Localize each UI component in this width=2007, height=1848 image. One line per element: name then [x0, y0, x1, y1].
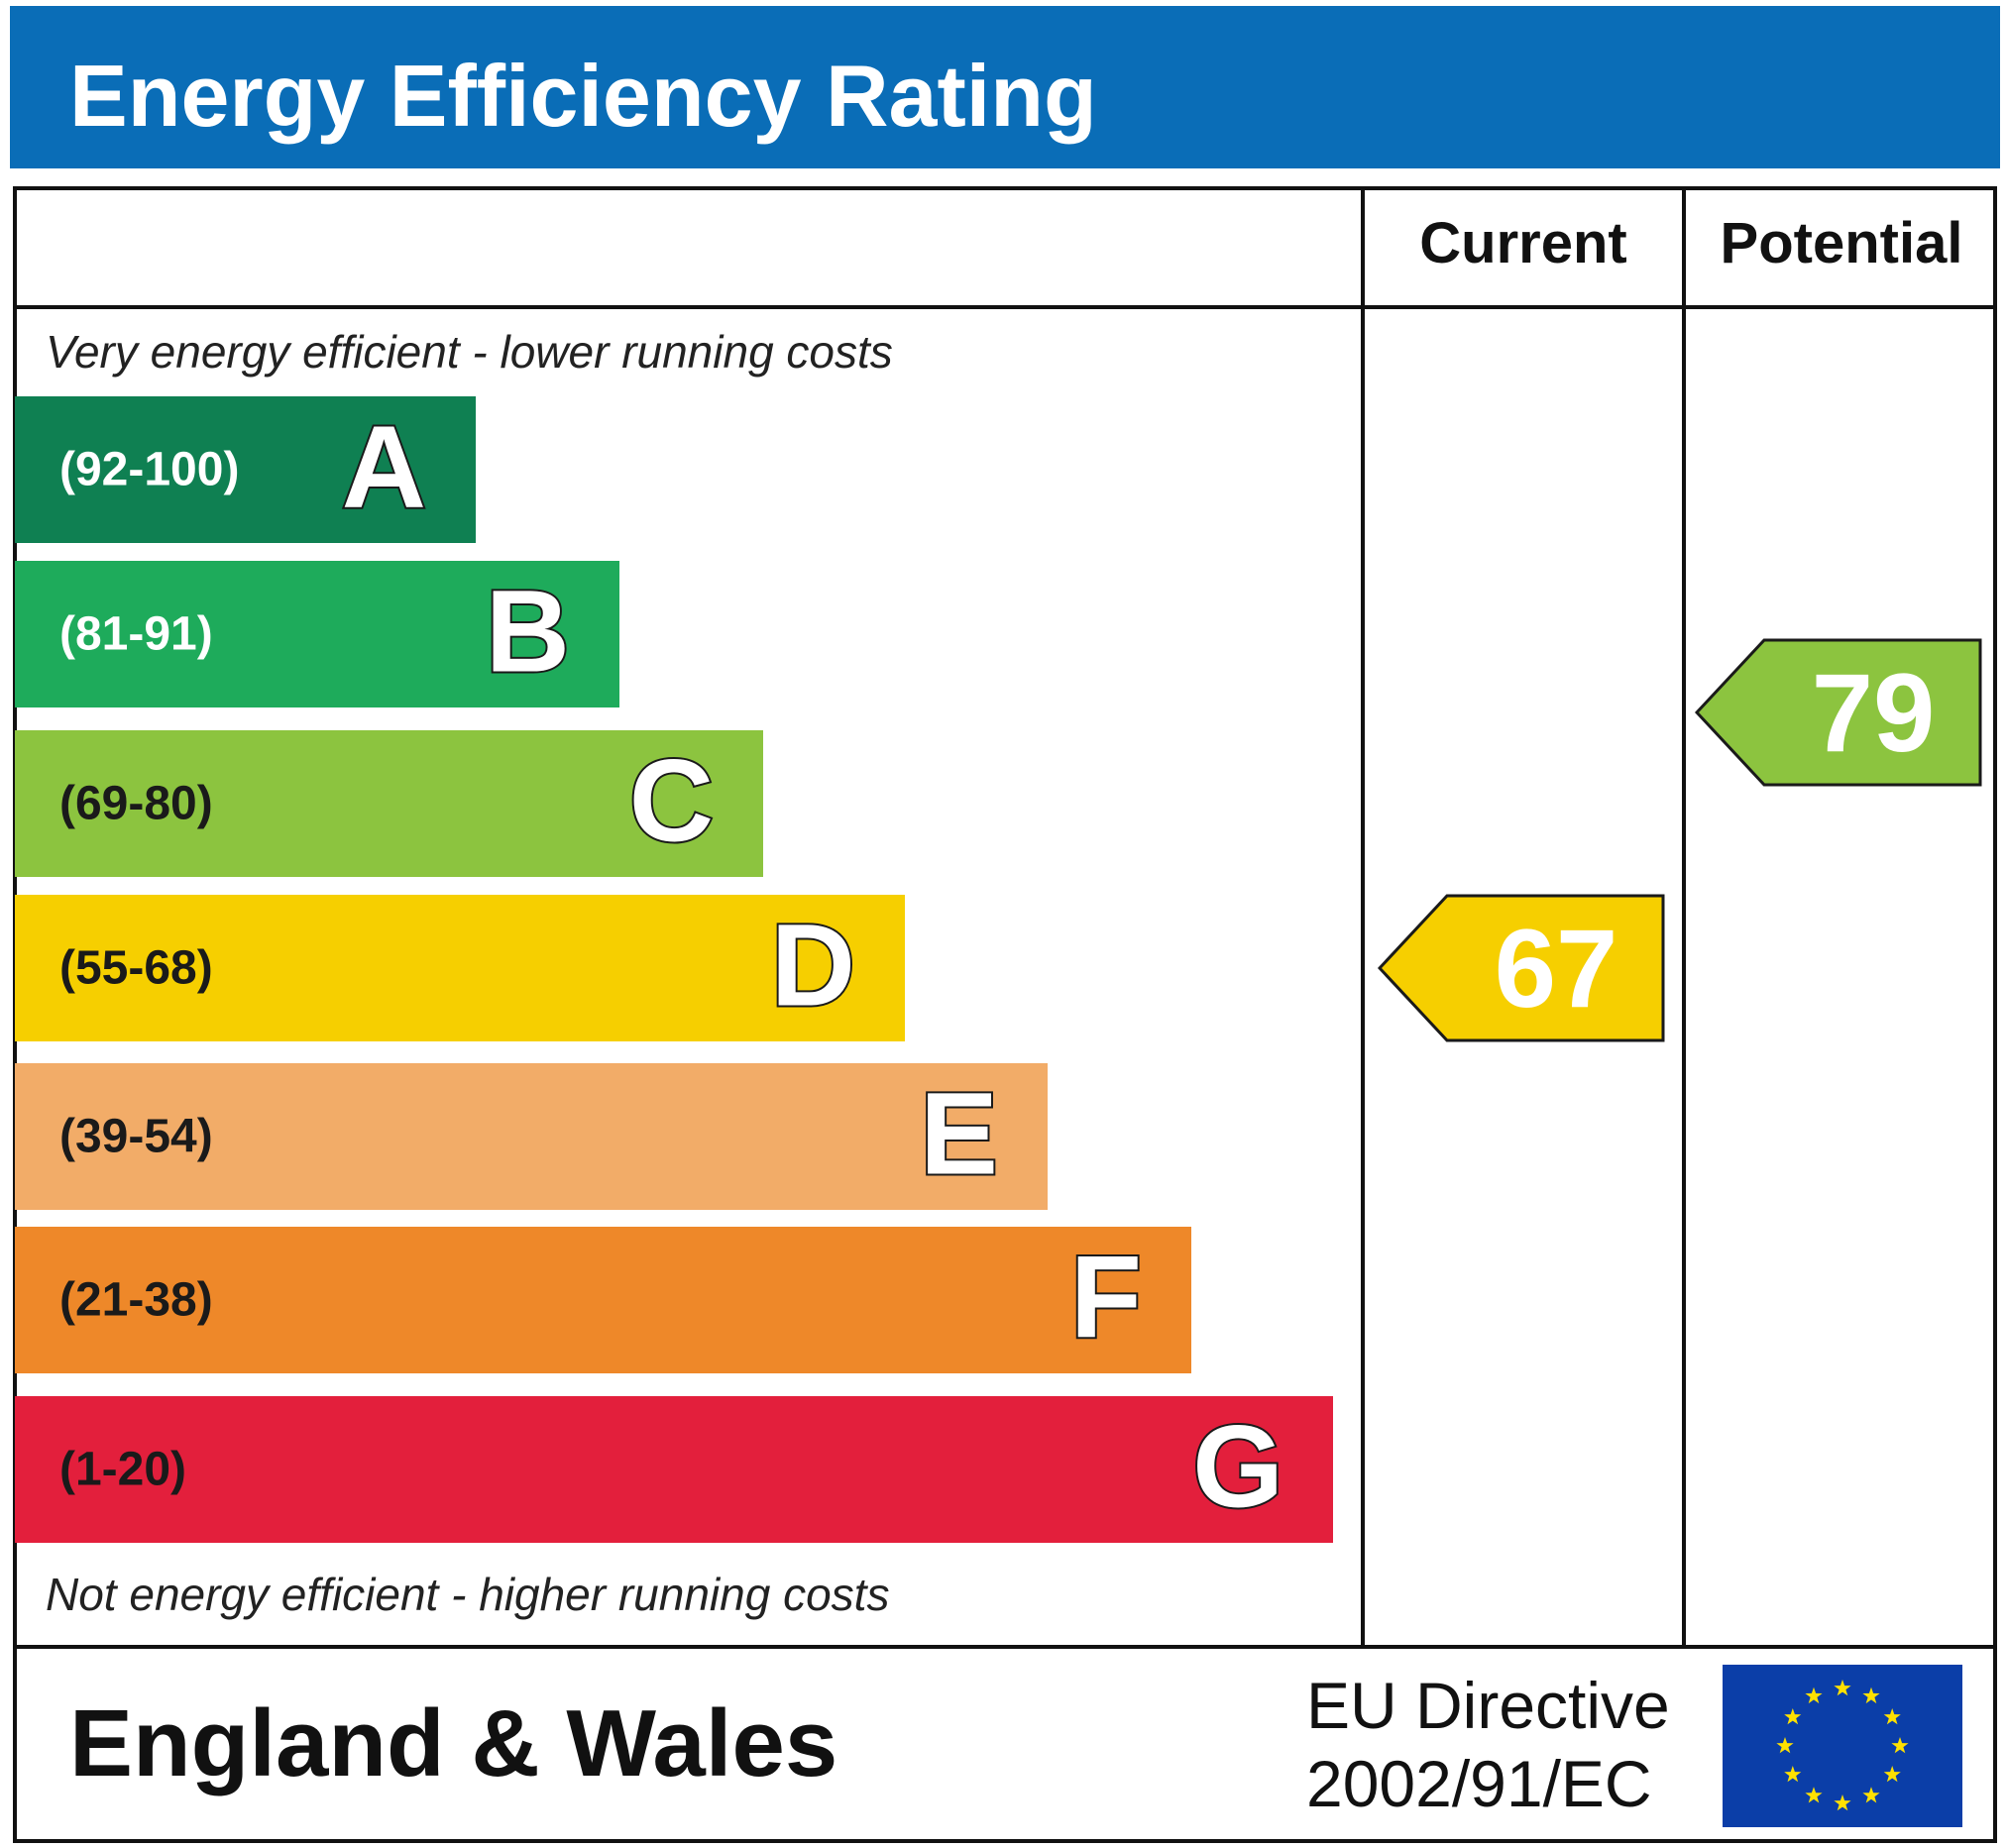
- rating-band-g: (1-20) G: [15, 1396, 1333, 1543]
- band-range-label: (69-80): [59, 777, 213, 830]
- eu-star-icon: [1805, 1787, 1823, 1803]
- band-letter: D: [769, 898, 857, 1033]
- eu-star-icon: [1883, 1708, 1901, 1725]
- header-divider: [13, 305, 1997, 309]
- eu-star-icon: [1784, 1708, 1802, 1725]
- eu-star-icon: [1862, 1686, 1880, 1704]
- band-letter: E: [918, 1066, 1000, 1201]
- current-rating-value: 67: [1494, 906, 1618, 1031]
- footer-divider: [13, 1645, 1997, 1649]
- directive-line1: EU Directive: [1306, 1669, 1670, 1742]
- rating-band-f: (21-38) F: [15, 1227, 1191, 1373]
- eu-flag-icon: [1723, 1665, 1962, 1827]
- eu-stars-icon: [1776, 1680, 1909, 1811]
- column-header-potential: Potential: [1720, 211, 1963, 275]
- rating-band-b: (81-91) B: [15, 561, 619, 707]
- eu-star-icon: [1834, 1794, 1851, 1811]
- band-letter: A: [340, 399, 428, 534]
- band-range-label: (21-38): [59, 1273, 213, 1327]
- rating-band-d: (55-68) D: [15, 895, 905, 1041]
- column-header-current: Current: [1419, 211, 1627, 275]
- current-column-divider: [1361, 186, 1365, 1647]
- directive-line2: 2002/91/EC: [1306, 1747, 1652, 1820]
- rating-band-c: (69-80) C: [15, 730, 763, 877]
- band-letter: G: [1190, 1399, 1285, 1534]
- band-range-label: (1-20): [59, 1443, 187, 1496]
- eu-star-icon: [1776, 1737, 1794, 1754]
- current-rating-arrow: 67: [1378, 894, 1665, 1042]
- eu-star-icon: [1805, 1686, 1823, 1704]
- rating-band-e: (39-54) E: [15, 1063, 1048, 1210]
- title-bar: Energy Efficiency Rating: [10, 6, 2000, 168]
- note-inefficient: Not energy efficient - higher running co…: [46, 1569, 890, 1620]
- band-range-label: (55-68): [59, 941, 213, 995]
- potential-column-divider: [1682, 186, 1686, 1647]
- band-letter: C: [627, 733, 716, 868]
- band-range-label: (81-91): [59, 607, 213, 661]
- current-arrow-shape: [1378, 894, 1665, 1042]
- band-range-label: (92-100): [59, 443, 240, 496]
- potential-arrow-shape: [1695, 638, 1982, 787]
- eu-star-icon: [1883, 1766, 1901, 1783]
- potential-rating-value: 79: [1811, 650, 1936, 775]
- rating-band-a: (92-100) A: [15, 396, 476, 543]
- eu-star-icon: [1784, 1766, 1802, 1783]
- band-letter: B: [484, 564, 572, 699]
- chart-title: Energy Efficiency Rating: [69, 47, 1097, 145]
- eu-star-icon: [1834, 1680, 1851, 1696]
- eu-star-icon: [1862, 1787, 1880, 1803]
- region-label: England & Wales: [69, 1690, 838, 1796]
- band-letter: F: [1068, 1230, 1144, 1364]
- band-range-label: (39-54): [59, 1110, 213, 1163]
- eu-star-icon: [1891, 1737, 1909, 1754]
- potential-rating-arrow: 79: [1695, 638, 1982, 787]
- note-efficient: Very energy efficient - lower running co…: [46, 326, 893, 378]
